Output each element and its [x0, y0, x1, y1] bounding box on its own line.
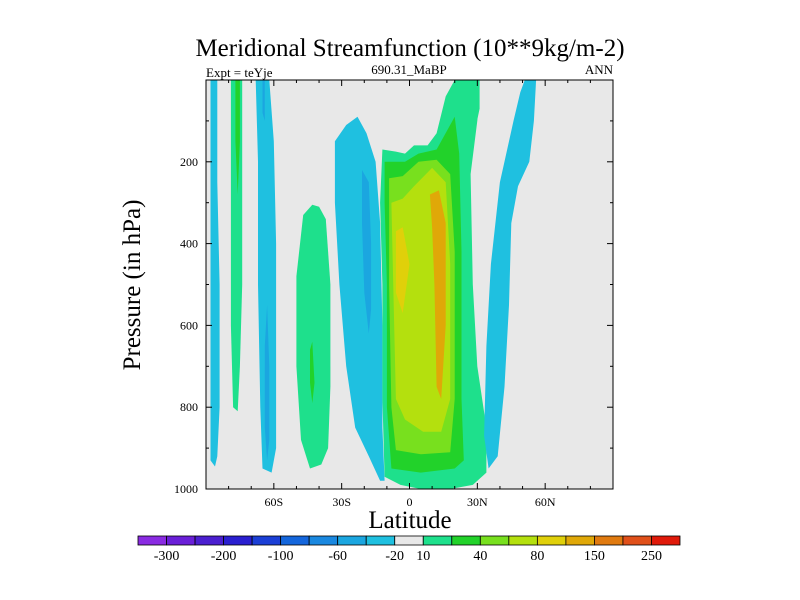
y-axis-label: Pressure (in hPa) — [119, 200, 146, 371]
subtitle-right: ANN — [585, 62, 614, 77]
colorbar-label: 10 — [416, 549, 430, 564]
colorbar-swatch — [137, 535, 167, 546]
contour-sh-hadley-core — [362, 170, 372, 334]
contour-sh-polar-band-negative — [210, 80, 220, 467]
contour-equatorial-level-250 — [395, 227, 410, 314]
contour-equatorial-max — [429, 190, 446, 399]
colorbar-label: 150 — [584, 549, 605, 564]
contour-sh-subpolar-core — [262, 80, 265, 121]
colorbar-swatch — [565, 535, 595, 546]
colorbar-label: 40 — [473, 549, 487, 564]
colorbar-label: -300 — [154, 549, 180, 564]
contour-nh-upper-positive — [459, 80, 480, 142]
colorbar-label: -100 — [268, 549, 294, 564]
colorbar-label: -60 — [328, 549, 347, 564]
colorbar-label: -200 — [211, 549, 237, 564]
contour-sh-ferrel-core — [310, 341, 315, 404]
x-tick-label: 0 — [407, 495, 413, 509]
contour-sh-polar-positive-core — [235, 80, 240, 195]
y-tick-label: 800 — [180, 400, 198, 414]
colorbar-swatch — [308, 535, 339, 546]
colorbar-swatch — [508, 535, 538, 546]
y-tick-label: 600 — [180, 318, 198, 332]
colorbar-swatch — [223, 535, 253, 546]
contour-sh-ferrel-positive — [296, 204, 331, 469]
colorbar-swatch — [651, 535, 681, 546]
colorbar-label: -20 — [385, 549, 404, 564]
colorbar-swatch — [337, 535, 367, 546]
contour-sh-subpolar-band-negative — [255, 80, 277, 473]
colorbar-swatch — [479, 535, 510, 546]
chart-title: Meridional Streamfunction (10**9kg/m-2) — [195, 35, 624, 62]
x-tick-label: 30N — [467, 495, 488, 509]
colorbar-swatch — [594, 535, 624, 546]
x-tick-label: 60S — [264, 495, 283, 509]
colorbar-label: 80 — [530, 549, 544, 564]
x-axis: 60S 30S 0 30N 60N — [228, 80, 591, 509]
colorbar-swatch — [365, 535, 396, 546]
colorbar-swatch — [451, 535, 481, 546]
contour-sh-polar-positive-band — [230, 80, 243, 412]
subtitle-center: 690.31_MaBP — [371, 62, 446, 77]
colorbar-swatch — [422, 535, 453, 546]
x-axis-label: Latitude — [368, 507, 451, 534]
y-axis: 200 400 600 800 1000 — [174, 120, 613, 496]
colorbar-swatch — [194, 535, 224, 546]
colorbar-swatch — [394, 535, 424, 546]
y-tick-label: 400 — [180, 237, 198, 251]
colorbar-swatch — [166, 535, 196, 546]
subtitle-left: Expt = teYje — [206, 65, 273, 80]
contour-sh-subpolar-lower-core — [264, 305, 270, 461]
y-tick-label: 1000 — [174, 482, 198, 496]
colorbar-swatch — [622, 535, 652, 546]
colorbar-swatch — [251, 535, 282, 546]
colorbar-label: 250 — [641, 549, 662, 564]
colorbar-swatch — [536, 535, 567, 546]
colorbar-swatch — [280, 535, 310, 546]
contour-layer — [210, 80, 537, 489]
colorbar: -300 -200 -100 -60 -20 10 40 80 150 250 — [137, 535, 681, 564]
contour-nh-negative-band — [484, 80, 537, 469]
y-tick-label: 200 — [180, 155, 198, 169]
contour-sh-hadley-negative — [334, 116, 385, 481]
x-tick-label: 60N — [535, 495, 556, 509]
x-tick-label: 30S — [332, 495, 351, 509]
